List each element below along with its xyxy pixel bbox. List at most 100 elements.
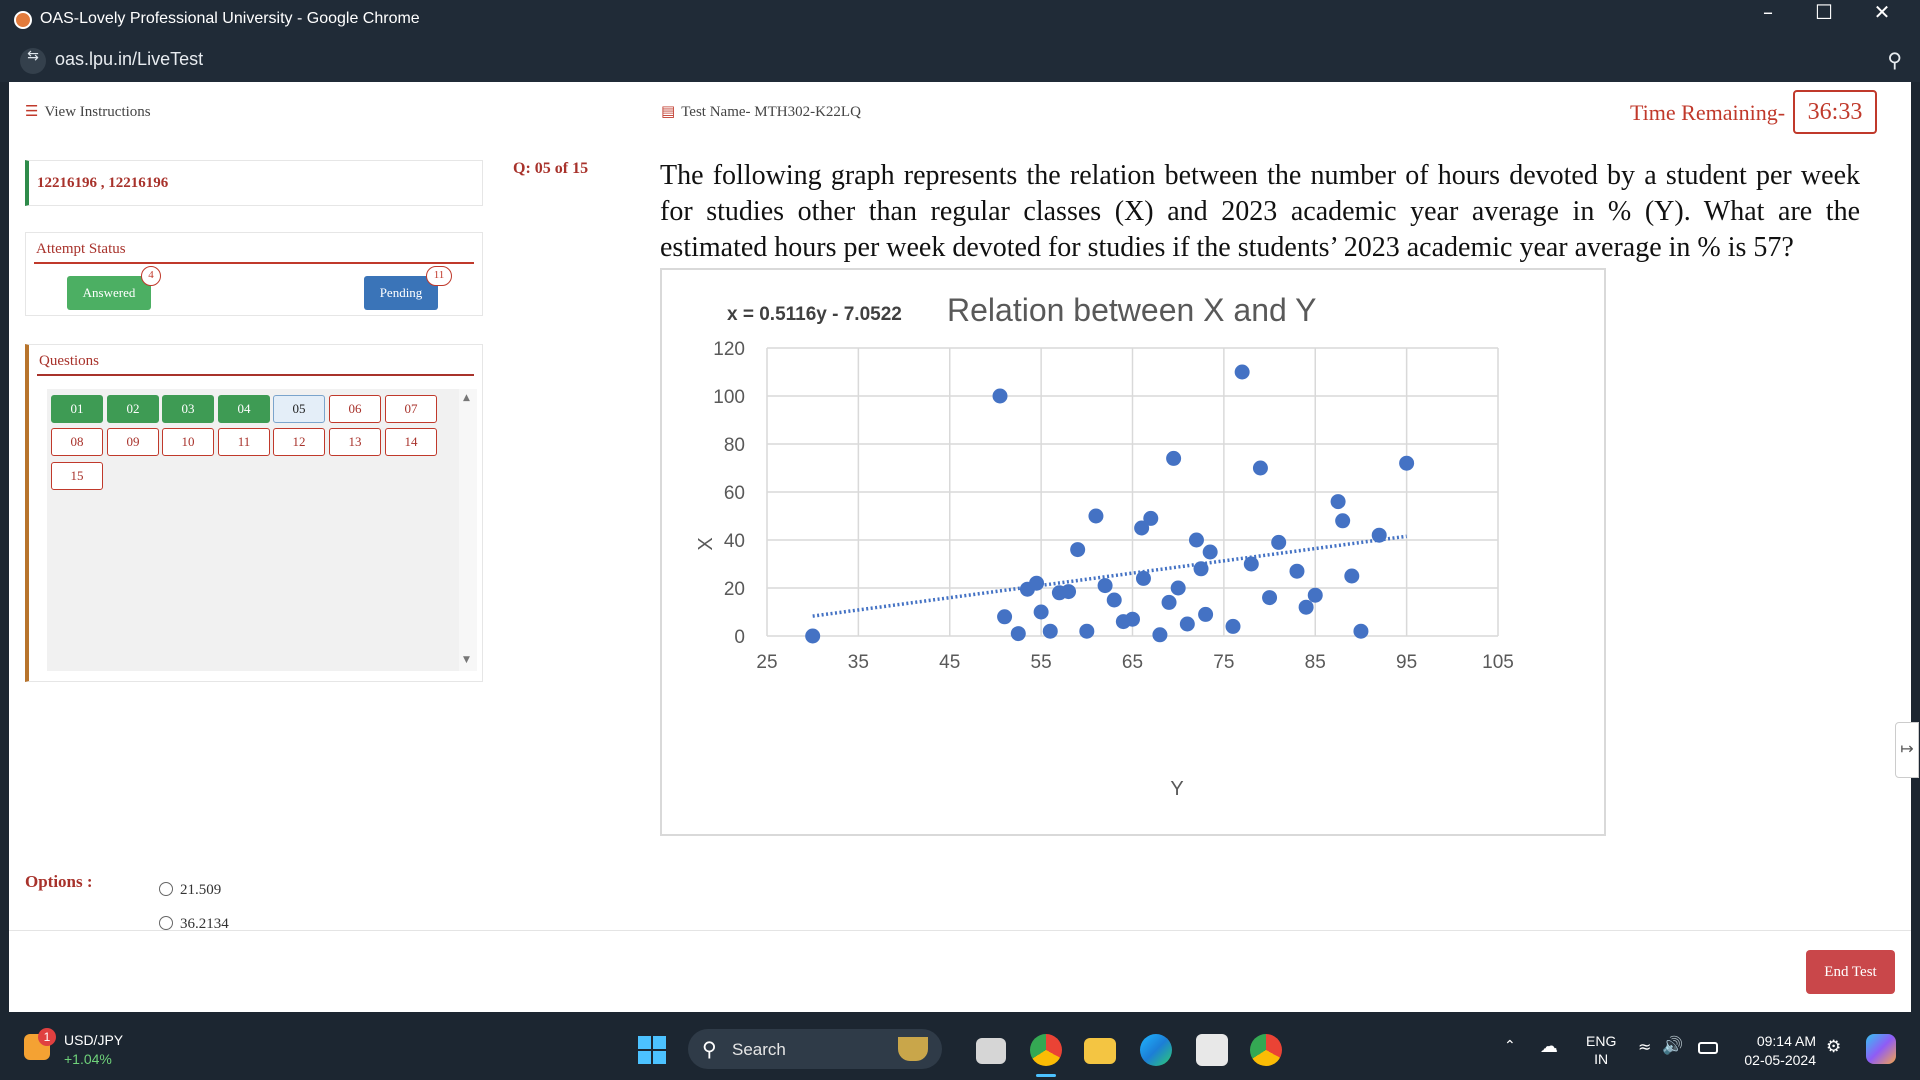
x-tick-label: 35 [848, 652, 869, 673]
side-panel-toggle-icon[interactable]: ↦ [1895, 722, 1919, 778]
chrome-profile-icon[interactable] [1250, 1034, 1282, 1066]
language-indicator[interactable]: ENG IN [1586, 1032, 1616, 1068]
chrome-icon[interactable] [1030, 1034, 1062, 1066]
data-point [1097, 578, 1113, 594]
site-settings-icon[interactable]: ⇆ [20, 48, 46, 74]
data-point [1161, 594, 1177, 610]
data-point [1399, 455, 1415, 471]
question-button-09[interactable]: 09 [107, 428, 159, 456]
question-button-02[interactable]: 02 [107, 395, 159, 423]
notification-icon[interactable]: ⚙ [1826, 1037, 1842, 1057]
data-point [1353, 623, 1369, 639]
minimize-icon[interactable]: – [1763, 0, 1773, 24]
task-view-icon[interactable] [976, 1038, 1006, 1064]
time-remaining-label: Time Remaining- [1630, 100, 1786, 125]
wifi-icon[interactable]: ≈ [1638, 1037, 1652, 1056]
answered-label: Answered [82, 285, 136, 300]
question-number: Q: 05 of 15 [513, 160, 589, 177]
chevron-up-icon[interactable]: ⌃ [1504, 1038, 1516, 1054]
edge-icon[interactable] [1140, 1034, 1172, 1066]
data-point [1179, 616, 1195, 632]
x-axis-label: Y [1170, 778, 1183, 800]
widget-title[interactable]: USD/JPY [64, 1032, 124, 1048]
taskbar-search[interactable]: ⚲ Search [688, 1029, 942, 1069]
question-button-13[interactable]: 13 [329, 428, 381, 456]
question-button-11[interactable]: 11 [218, 428, 270, 456]
data-point [992, 388, 1008, 404]
end-test-button[interactable]: End Test [1806, 950, 1895, 994]
file-explorer-icon[interactable] [1084, 1038, 1116, 1064]
data-point [1234, 364, 1250, 380]
option-2-radio[interactable] [159, 916, 173, 930]
search-icon: ⚲ [702, 1037, 717, 1061]
x-tick-label: 85 [1305, 652, 1326, 673]
view-instructions-label: View Instructions [44, 104, 151, 120]
data-point [1088, 508, 1104, 524]
test-name: ▤ Test Name- MTH302-K22LQ [661, 102, 861, 121]
y-tick-label: 100 [713, 387, 745, 408]
question-button-06[interactable]: 06 [329, 395, 381, 423]
url-text[interactable]: oas.lpu.in/LiveTest [55, 49, 204, 69]
title-bar: OAS-Lovely Professional University - Goo… [0, 0, 1920, 40]
test-name-label: Test Name- MTH302-K22LQ [681, 104, 861, 120]
data-point [1143, 510, 1159, 526]
question-button-14[interactable]: 14 [385, 428, 437, 456]
y-tick-label: 80 [724, 435, 745, 456]
volume-icon[interactable]: 🔊 [1662, 1036, 1684, 1056]
scatter-chart: 25 35 45 55 65 75 85 95 105 0 20 40 60 80 100 120 x = 0… [695, 292, 1514, 800]
question-button-03[interactable]: 03 [162, 395, 214, 423]
data-point [1371, 527, 1387, 543]
maximize-icon[interactable]: ☐ [1815, 0, 1833, 24]
question-button-12[interactable]: 12 [273, 428, 325, 456]
option-1[interactable]: 21.509 [159, 882, 221, 899]
windows-start-icon[interactable] [638, 1036, 666, 1064]
clock-date: 02-05-2024 [1744, 1052, 1816, 1068]
y-tick-label: 0 [734, 627, 745, 648]
questions-panel: Questions 01 02 03 04 05 06 07 08 09 10 … [25, 344, 483, 682]
option-2[interactable]: 36.2134 [159, 916, 229, 933]
answered-button[interactable]: Answered 4 [67, 266, 161, 310]
question-button-10[interactable]: 10 [162, 428, 214, 456]
data-point [1271, 534, 1287, 550]
chart-title: Relation between X and Y [947, 292, 1316, 328]
questions-scroll-area: 01 02 03 04 05 06 07 08 09 10 11 12 13 1… [47, 389, 477, 671]
pending-button[interactable]: Pending 11 [364, 266, 452, 310]
student-id: 12216196 , 12216196 [37, 175, 169, 191]
battery-icon[interactable] [1698, 1042, 1718, 1054]
question-button-07[interactable]: 07 [385, 395, 437, 423]
view-instructions-link[interactable]: ☰ View Instructions [25, 102, 151, 121]
scroll-up-icon[interactable]: ▲ [463, 393, 470, 403]
data-point [1188, 532, 1204, 548]
data-point [1033, 604, 1049, 620]
data-point [1193, 561, 1209, 577]
question-button-15[interactable]: 15 [51, 462, 103, 490]
taskbar-clock[interactable]: 09:14 AM 02-05-2024 [1738, 1032, 1816, 1070]
copilot-icon[interactable] [1866, 1034, 1896, 1064]
zoom-icon[interactable]: ⚲ [1887, 48, 1902, 72]
question-button-05[interactable]: 05 [273, 395, 325, 423]
scroll-down-icon[interactable]: ▼ [463, 655, 470, 665]
question-button-04[interactable]: 04 [218, 395, 270, 423]
microsoft-store-icon[interactable] [1196, 1034, 1228, 1066]
data-point [1042, 623, 1058, 639]
search-highlight-icon [898, 1037, 928, 1061]
question-button-01[interactable]: 01 [51, 395, 103, 423]
onedrive-cloud-icon[interactable]: ☁ [1540, 1036, 1558, 1057]
clock-time: 09:14 AM [1756, 1033, 1816, 1049]
taskbar: 1 USD/JPY +1.04% ⚲ Search ⌃ ☁ ENG IN ≈ 🔊… [0, 1020, 1920, 1080]
option-1-radio[interactable] [159, 882, 173, 896]
y-tick-label: 120 [713, 339, 745, 360]
questions-scrollbar[interactable]: ▲ ▼ [459, 389, 477, 671]
x-tick-label: 75 [1213, 652, 1234, 673]
data-point [1262, 590, 1278, 606]
answered-count-badge: 4 [141, 266, 161, 286]
language-code: ENG [1586, 1033, 1617, 1049]
data-point [1289, 563, 1305, 579]
close-icon[interactable]: ✕ [1873, 0, 1891, 24]
data-point [1061, 584, 1077, 600]
data-point [997, 609, 1013, 625]
y-tick-label: 20 [724, 579, 745, 600]
question-button-08[interactable]: 08 [51, 428, 103, 456]
lpu-app-icon [14, 11, 32, 29]
data-point [1166, 450, 1182, 466]
